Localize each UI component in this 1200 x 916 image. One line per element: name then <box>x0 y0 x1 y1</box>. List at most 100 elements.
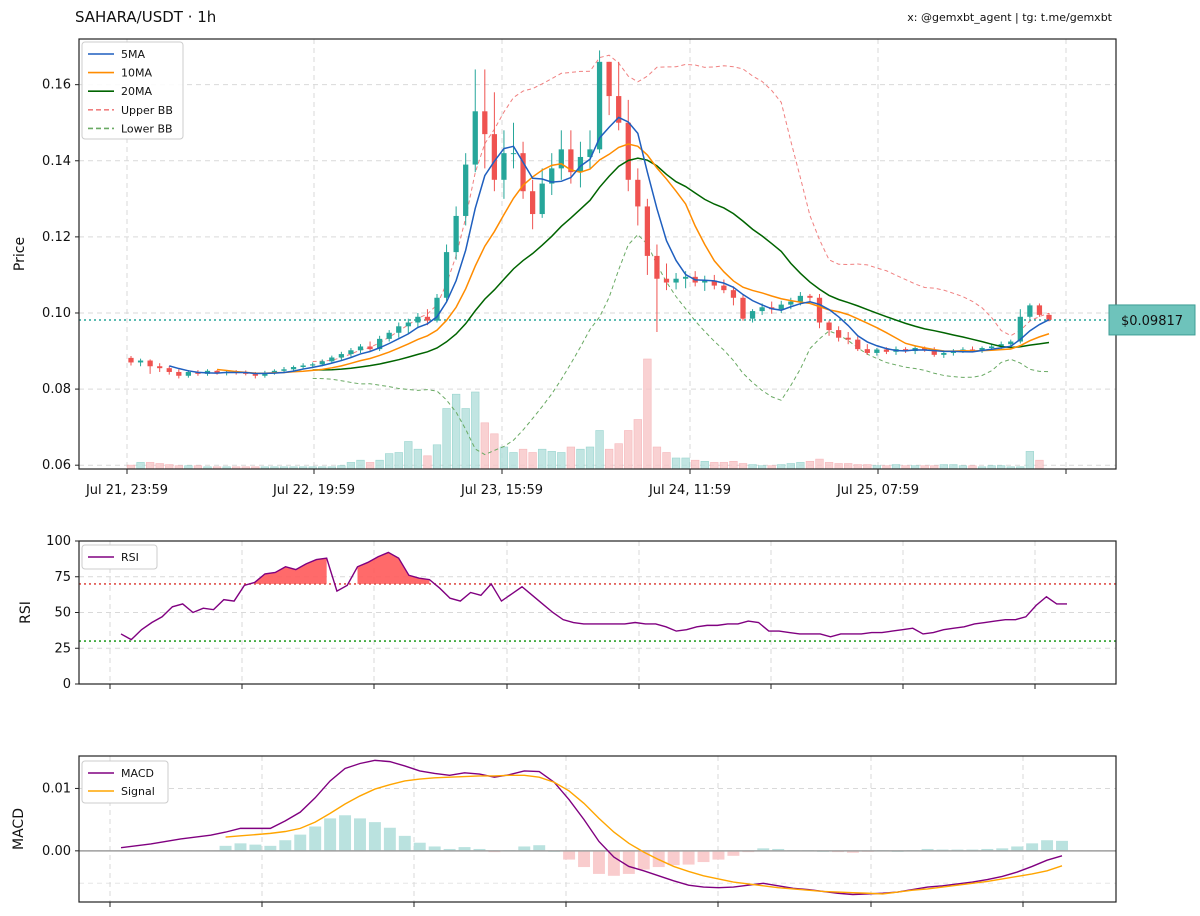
volume-bar <box>633 419 642 470</box>
macd-histogram-bar <box>473 848 486 851</box>
volume-bar <box>499 446 509 470</box>
candle-body <box>616 96 622 123</box>
candle-body <box>1027 305 1033 317</box>
macd-panel: 0.00 0.01 MACD MACD Signal <box>11 755 1117 907</box>
candle-body <box>864 349 870 353</box>
current-price-tag <box>1108 304 1196 336</box>
macd-histogram-bar <box>846 850 859 853</box>
candle-body <box>797 295 804 302</box>
price-y-axis-label: Price <box>12 237 28 271</box>
macd-histogram-bar <box>757 848 770 851</box>
macd-histogram-bar <box>772 848 785 851</box>
rsi-y-axis-label: RSI <box>18 601 34 624</box>
macd-histogram-bar <box>398 835 411 851</box>
candle-body <box>596 61 603 150</box>
candle-body <box>539 183 545 215</box>
volume-bar <box>471 391 480 470</box>
signal-line <box>225 774 1063 895</box>
chart-title: SAHARA/USDT · 1h <box>75 8 217 26</box>
volume-bar <box>547 451 556 470</box>
candle-body <box>185 371 192 376</box>
macd-histogram-bar <box>428 846 441 851</box>
candle-body <box>520 153 526 192</box>
macd-plot-frame <box>78 755 1117 903</box>
volume-bar <box>805 460 815 470</box>
rsi-y-tick-label: 0 <box>63 677 71 692</box>
price-y-tick-label: 0.12 <box>42 230 71 245</box>
candle-body <box>778 304 784 310</box>
volume-bar <box>146 462 155 470</box>
macd-histogram-bar <box>383 827 396 851</box>
volume-bar <box>652 446 662 470</box>
candle-body <box>376 338 383 350</box>
macd-histogram-bar <box>622 850 635 874</box>
volume-bar <box>385 453 394 470</box>
candle-body <box>1036 305 1043 315</box>
candle-body <box>491 134 498 180</box>
volume-bar <box>155 463 164 470</box>
rsi-line <box>120 551 1067 641</box>
candle-body <box>281 369 287 371</box>
rsi-legend: RSI <box>81 544 158 570</box>
candle-body <box>835 330 842 338</box>
macd-histogram-bar <box>324 818 337 851</box>
candle-body <box>243 372 249 374</box>
candle-body <box>625 122 631 180</box>
macd-histogram-bar <box>339 815 352 851</box>
volume-bar <box>671 457 681 470</box>
candle-body <box>348 350 354 355</box>
candle-body <box>510 153 517 155</box>
macd-histogram-bar <box>607 850 620 876</box>
candle-body <box>845 337 851 340</box>
candle-body <box>979 347 985 352</box>
candle-body <box>386 332 392 339</box>
candle-body <box>434 297 440 321</box>
volume-bar <box>738 463 748 470</box>
price-y-tick-label: 0.08 <box>42 382 71 397</box>
volume-bar <box>834 463 843 470</box>
volume-bar <box>480 422 489 470</box>
macd-legend-box <box>81 760 169 804</box>
volume-bar <box>576 448 585 470</box>
ma10-line <box>216 143 1050 375</box>
candle-body <box>443 252 450 298</box>
candle-body <box>319 361 325 365</box>
price-x-tick-label: Jul 25, 07:59 <box>836 483 919 498</box>
price-y-tick-label: 0.10 <box>42 306 71 321</box>
candle-body <box>883 349 890 352</box>
candle-body <box>271 370 278 373</box>
candle-body <box>1046 314 1052 320</box>
candle-body <box>529 191 536 215</box>
volume-bar <box>786 463 795 470</box>
price-x-tick-label: Jul 24, 11:59 <box>648 483 731 498</box>
price-x-tick-label: Jul 21, 23:59 <box>85 483 168 498</box>
rsi-legend-label: RSI <box>121 551 139 564</box>
candle-body <box>749 311 756 319</box>
rsi-plot-frame <box>78 540 1117 685</box>
rsi-legend-box <box>81 544 158 570</box>
macd-histogram-bar <box>727 850 740 856</box>
price-legend-label: 10MA <box>121 67 152 80</box>
price-legend-label: Upper BB <box>121 104 173 117</box>
macd-histogram-bar <box>234 843 247 851</box>
price-legend-label: 20MA <box>121 85 152 98</box>
volume-bar <box>595 430 604 470</box>
volume-bar <box>729 460 738 470</box>
candle-body <box>606 61 612 97</box>
volume-bar <box>700 460 709 470</box>
candle-body <box>357 346 364 351</box>
ma5-line <box>169 116 1050 375</box>
volume-bar <box>585 446 595 470</box>
price-legend-label: Lower BB <box>121 122 173 135</box>
macd-histogram-bar <box>697 850 710 863</box>
volume-bar <box>710 462 719 470</box>
rsi-y-tick-label: 50 <box>54 606 71 621</box>
rsi-overbought-fill <box>254 558 327 584</box>
candle-body <box>740 297 746 319</box>
volume-bar <box>604 448 614 470</box>
macd-legend: MACD Signal <box>81 760 169 804</box>
macd-histogram-bar <box>1056 840 1068 851</box>
candle-body <box>157 366 163 369</box>
candle-body <box>931 350 937 355</box>
